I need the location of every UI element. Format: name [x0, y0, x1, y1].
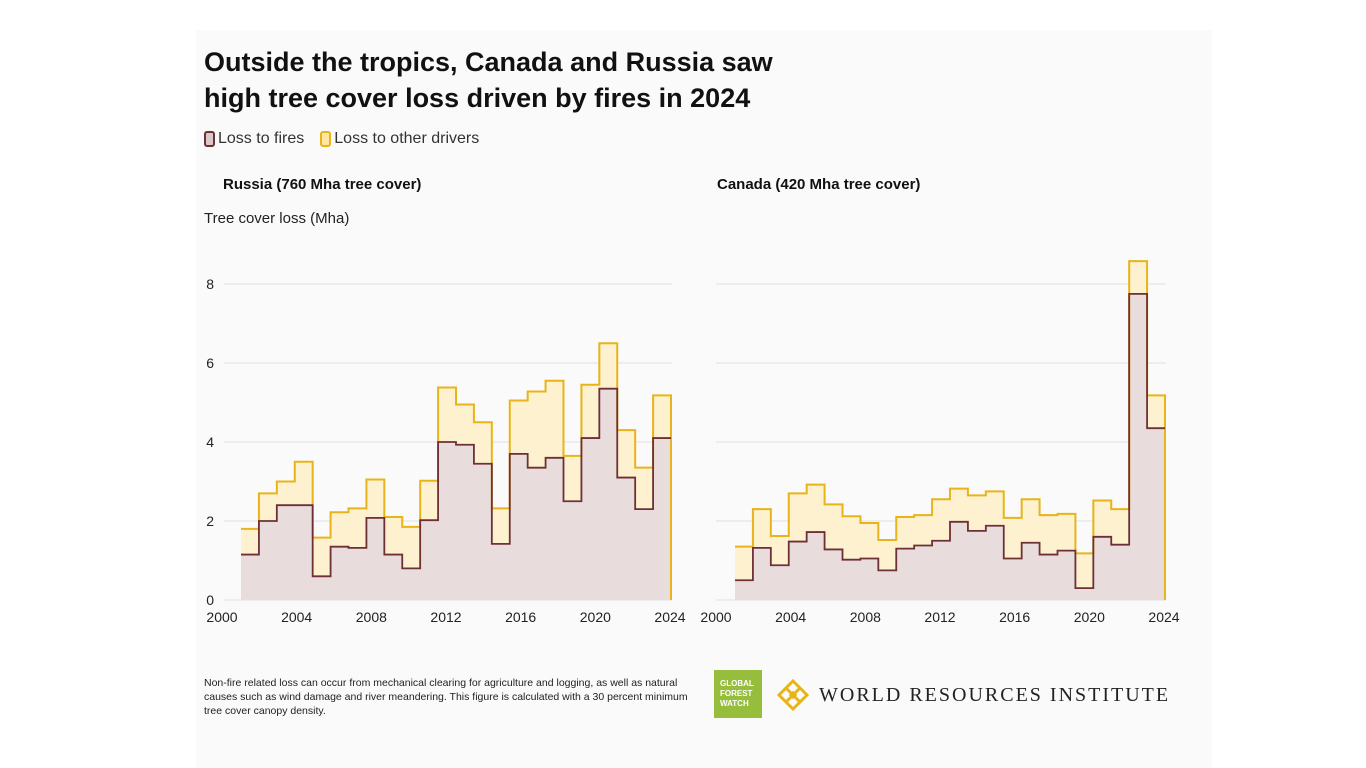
gfw-logo-line-1: GLOBAL	[720, 679, 754, 688]
x-tick-label: 2004	[281, 609, 312, 625]
x-tick-label: 2000	[700, 609, 731, 625]
fires-swatch-icon	[204, 131, 215, 147]
russia-panel-title: Russia (760 Mha tree cover)	[223, 176, 422, 193]
gfw-logo-line-2: FOREST	[720, 689, 753, 698]
canada-fires-line	[735, 292, 1165, 590]
chart-card	[196, 30, 1212, 768]
y-tick-label: 4	[206, 434, 214, 450]
canada-total-loss-line	[735, 260, 1166, 600]
legend-item-fires: Loss to fires	[204, 130, 304, 148]
x-tick-label: 2000	[206, 609, 237, 625]
russia-fires-line	[241, 387, 671, 578]
wri-name: WORLD RESOURCES INSTITUTE	[819, 683, 1171, 706]
legend: Loss to fires Loss to other drivers	[204, 128, 479, 150]
methodology-note: Non-fire related loss can occur from mec…	[204, 677, 688, 717]
x-tick-label: 2020	[580, 609, 611, 625]
wri-logo: WORLD RESOURCES INSTITUTE	[777, 678, 1170, 712]
y-tick-label: 8	[206, 276, 214, 292]
legend-label-fires: Loss to fires	[218, 130, 305, 147]
y-tick-label: 6	[206, 355, 214, 371]
x-tick-label: 2004	[775, 609, 806, 625]
x-tick-label: 2024	[1148, 609, 1179, 625]
canada-panel-title: Canada (420 Mha tree cover)	[717, 176, 921, 193]
chart-title: Outside the tropics, Canada and Russia s…	[204, 44, 904, 116]
x-tick-label: 2012	[430, 609, 461, 625]
title-line-1: Outside the tropics, Canada and Russia s…	[204, 47, 773, 77]
x-tick-label: 2008	[850, 609, 881, 625]
legend-item-other: Loss to other drivers	[320, 130, 479, 148]
x-tick-label: 2008	[356, 609, 387, 625]
y-tick-label: 0	[206, 592, 214, 608]
wri-diamond-lattice-icon	[777, 679, 809, 711]
x-tick-label: 2020	[1074, 609, 1105, 625]
legend-label-other: Loss to other drivers	[334, 130, 480, 147]
x-tick-label: 2024	[654, 609, 685, 625]
other-swatch-icon	[320, 131, 332, 147]
title-line-2: high tree cover loss driven by fires in …	[204, 83, 751, 113]
canada-fires-area	[735, 293, 1165, 600]
global-forest-watch-logo: GLOBAL FOREST WATCH	[714, 670, 762, 718]
x-tick-label: 2016	[999, 609, 1030, 625]
x-tick-label: 2016	[505, 609, 536, 625]
y-axis-title: Tree cover loss (Mha)	[204, 210, 350, 227]
y-tick-label: 2	[206, 513, 214, 529]
gfw-logo-line-3: WATCH	[720, 699, 749, 708]
x-tick-label: 2012	[924, 609, 955, 625]
